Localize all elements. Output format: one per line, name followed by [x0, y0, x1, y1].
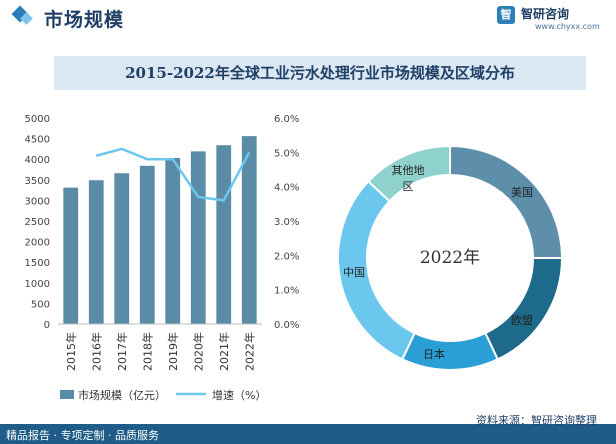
donut-slice-label: 中国: [343, 266, 365, 279]
brand-url: www.chyxx.com: [535, 22, 600, 31]
y-left-tick-label: 3500: [25, 176, 50, 187]
donut-slice: [484, 257, 564, 361]
bar: [88, 180, 104, 324]
legend-swatch-bar: [60, 390, 74, 399]
y-right-tick-label: 3.0%: [274, 217, 299, 228]
y-right-tick-label: 5.0%: [274, 148, 299, 159]
x-tick-label: 2019年: [166, 332, 180, 371]
y-left-tick-label: 4500: [25, 135, 50, 146]
x-tick-label: 2018年: [140, 332, 154, 371]
y-left-tick-label: 1500: [25, 258, 50, 269]
y-left-tick-label: 2500: [25, 217, 50, 228]
y-right-tick-label: 6.0%: [274, 114, 299, 125]
bar: [114, 173, 130, 324]
y-left-tick-label: 0: [44, 320, 50, 331]
donut-slice-label: 区: [403, 180, 414, 193]
donut-slice-label: 其他地: [392, 164, 425, 177]
source-note: 资料来源：智研咨询整理: [476, 414, 597, 427]
donut-slice: [400, 331, 500, 371]
donut-slice-label: 美国: [511, 186, 533, 199]
brand-name: 智研咨询: [521, 7, 570, 21]
y-left-tick-label: 5000: [25, 114, 50, 125]
y-right-tick-label: 2.0%: [274, 251, 299, 262]
donut-slice-label: 欧盟: [511, 314, 533, 327]
header-title: 市场规模: [44, 9, 125, 31]
bar: [190, 151, 206, 324]
y-left-tick-label: 2000: [25, 238, 50, 249]
x-tick-label: 2021年: [217, 332, 231, 371]
x-tick-label: 2015年: [64, 332, 78, 371]
chart-area: 0 500 1000 1500 2000 2500 3000 3500 4000 4500 5000…: [25, 114, 564, 402]
legend-label-line: 增速（%）: [212, 388, 266, 402]
donut-slice-label: 日本: [423, 347, 445, 361]
bar: [165, 157, 181, 324]
donut-slice: [449, 144, 564, 259]
donut-slice: [366, 144, 451, 203]
y-left-tick-label: 500: [31, 299, 50, 310]
y-right-tick-label: 0.0%: [274, 320, 299, 331]
legend-label-bar: 市场规模（亿元）: [78, 388, 166, 402]
x-tick-label: 2017年: [115, 332, 129, 371]
footer-bar: 精品报告 · 专项定制 · 品质服务: [0, 424, 616, 444]
footer-tagline: 精品报告 · 专项定制 · 品质服务: [6, 429, 159, 442]
title-band: [54, 56, 586, 90]
chart-title: 2015-2022年全球工业污水处理行业市场规模及区域分布: [125, 64, 515, 82]
growth-line: [95, 147, 251, 202]
y-left-tick-label: 1000: [25, 279, 50, 290]
bar: [63, 187, 79, 324]
header-bar: 市场规模 智 智研咨询 www.chyxx.com: [0, 0, 616, 36]
donut-center-label: 2022年: [420, 248, 480, 268]
y-left-tick-label: 4000: [25, 155, 50, 166]
x-tick-label: 2022年: [242, 332, 256, 371]
y-left-tick-label: 3000: [25, 196, 50, 207]
brand-logo-icon: 智: [497, 6, 515, 24]
bar: [216, 145, 232, 324]
x-tick-label: 2016年: [89, 332, 103, 371]
bar: [139, 165, 155, 324]
y-right-tick-label: 4.0%: [274, 183, 299, 194]
bar: [241, 136, 257, 324]
y-right-tick-label: 1.0%: [274, 286, 299, 297]
x-tick-label: 2020年: [191, 332, 205, 371]
